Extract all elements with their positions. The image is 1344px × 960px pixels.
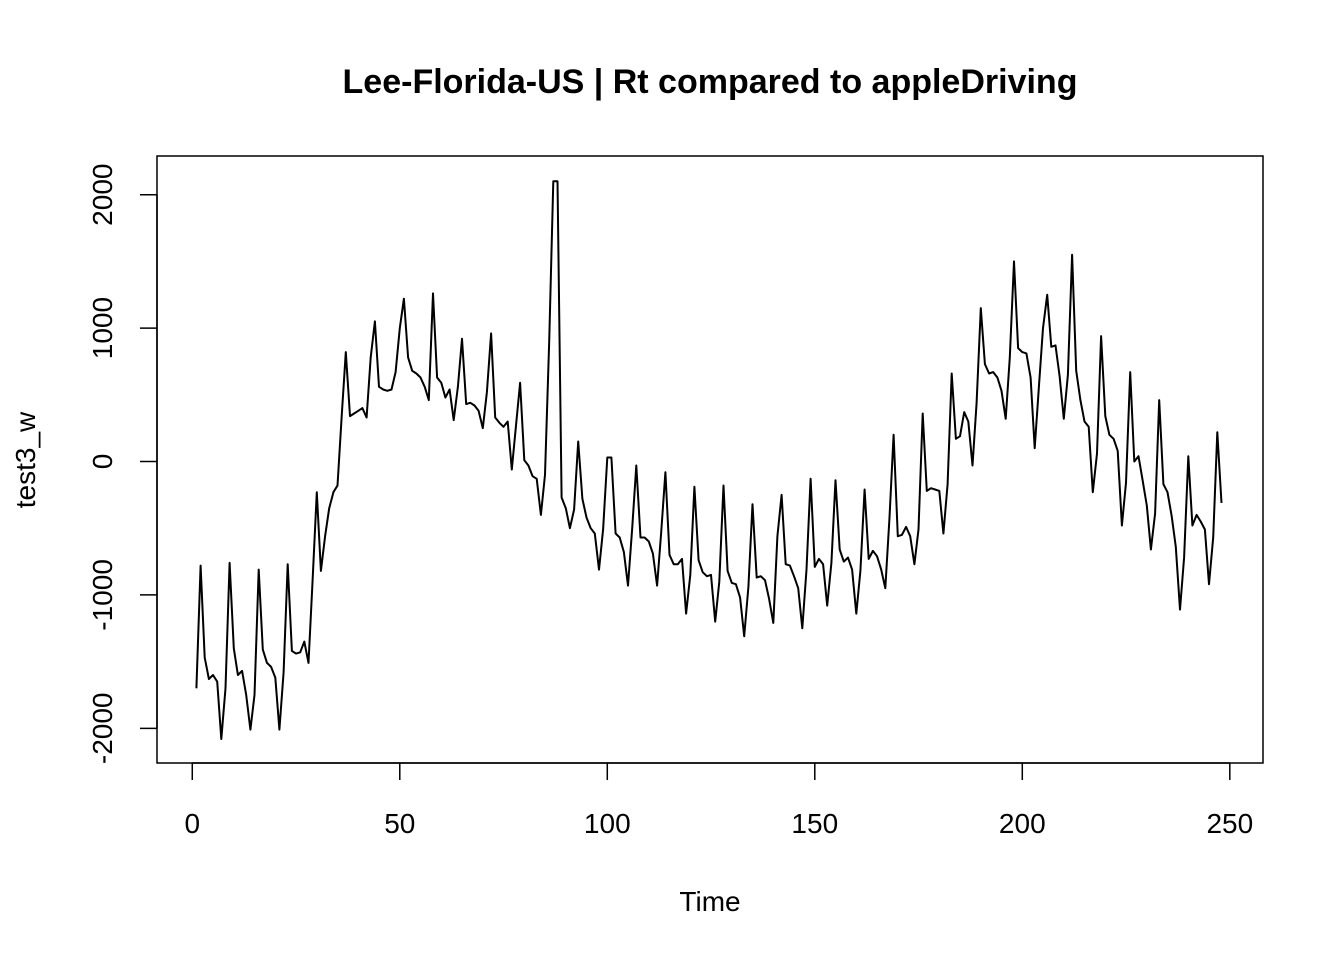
y-tick-label: 0 <box>87 454 118 470</box>
x-tick-label: 200 <box>999 808 1046 839</box>
y-axis: -2000 -1000 0 1000 2000 <box>87 164 158 765</box>
x-tick-label: 0 <box>184 808 200 839</box>
y-tick-label: 2000 <box>87 164 118 226</box>
x-tick-label: 250 <box>1206 808 1253 839</box>
x-axis-label: Time <box>679 886 740 917</box>
series-line <box>195 180 1223 740</box>
x-tick-label: 50 <box>384 808 415 839</box>
y-axis-label: test3_w <box>10 411 41 508</box>
x-axis: 0 50 100 150 200 250 <box>184 762 1253 839</box>
x-tick-label: 150 <box>791 808 838 839</box>
y-tick-label: -2000 <box>87 693 118 765</box>
chart-title: Lee-Florida-US | Rt compared to appleDri… <box>343 63 1078 101</box>
y-tick-label: -1000 <box>87 559 118 631</box>
y-tick-label: 1000 <box>87 297 118 359</box>
x-tick-label: 100 <box>584 808 631 839</box>
